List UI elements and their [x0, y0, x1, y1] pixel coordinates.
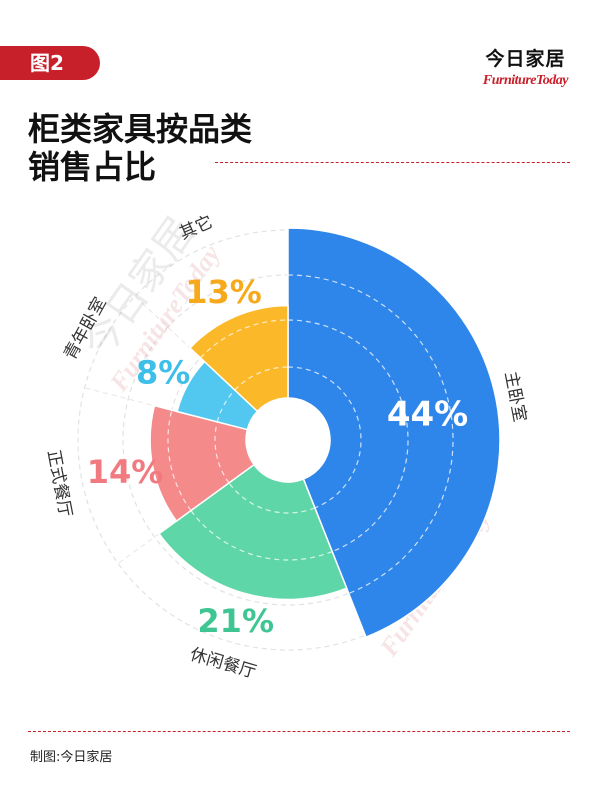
page-title: 柜类家具按品类 销售占比: [28, 110, 252, 186]
brand-name-en: FurnitureToday: [482, 73, 569, 88]
rose-sectors: [149, 227, 501, 639]
brand-name-cn: 今日家居: [485, 48, 566, 70]
brand-logo: 今日家居 FurnitureToday: [482, 44, 569, 89]
sector-gridline: [287, 366, 362, 509]
value-label: 13%: [185, 273, 262, 311]
value-label: 8%: [136, 353, 190, 391]
sector-gridline: [287, 319, 409, 553]
category-label: 休闲餐厅: [188, 645, 259, 683]
sector-gridline: [216, 389, 236, 422]
value-label: 14%: [87, 453, 164, 491]
sector-gridline: [167, 410, 192, 511]
sector-gridline: [200, 319, 289, 359]
title-line-1: 柜类家具按品类: [28, 110, 253, 148]
footer-credit: 制图:今日家居: [30, 750, 113, 765]
title-divider: [215, 162, 570, 163]
sector-gridline: [234, 366, 289, 391]
value-label: 44%: [387, 394, 468, 434]
figure-badge: 图2: [0, 46, 100, 80]
category-label: 正式餐厅: [43, 448, 75, 519]
sector-gridline: [190, 510, 333, 561]
sector-gridline: [228, 482, 316, 514]
category-label: 主卧室: [500, 370, 529, 424]
sector-gridline: [214, 421, 230, 484]
sector-gridline: [287, 274, 454, 594]
title-line-2: 销售占比: [28, 148, 157, 186]
center-hole: [246, 398, 330, 482]
value-label: 21%: [197, 602, 274, 640]
footer-divider: [28, 731, 570, 732]
